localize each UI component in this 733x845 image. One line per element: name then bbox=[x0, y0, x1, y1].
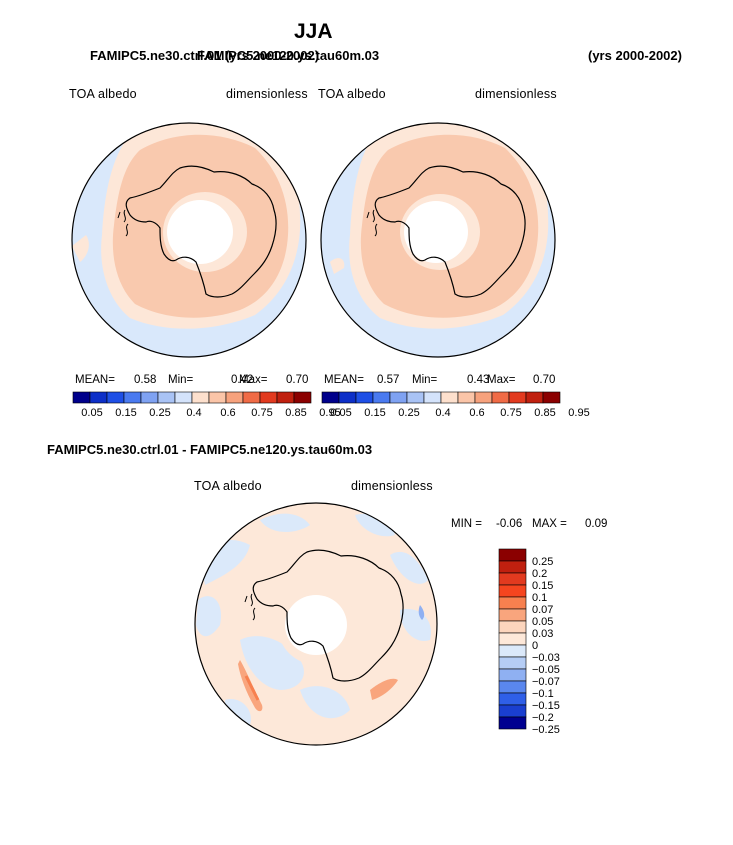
diff-colorbar-tick-label: 0.1 bbox=[532, 592, 547, 604]
left-min-label: Min= bbox=[168, 374, 194, 386]
right-max-label: Max= bbox=[487, 374, 516, 386]
right-colorbar-tick-label: 0.4 bbox=[435, 407, 450, 419]
diff-colorbar-swatch bbox=[498, 656, 527, 670]
left-units-label: dimensionless bbox=[226, 87, 308, 101]
case-years-right: (yrs 2000-2002) bbox=[588, 48, 682, 63]
right-colorbar-tick-label: 0.6 bbox=[469, 407, 484, 419]
right-colorbar-tick-label: 0.85 bbox=[534, 407, 555, 419]
right-max-value: 0.70 bbox=[533, 374, 556, 386]
right-colorbar-tick-label: 0.15 bbox=[364, 407, 385, 419]
diff-max-value: 0.09 bbox=[585, 518, 608, 530]
diff-colorbar-swatch bbox=[498, 548, 527, 562]
left-max-label: Max= bbox=[239, 374, 268, 386]
right-units-label: dimensionless bbox=[475, 87, 557, 101]
right-min-label: Min= bbox=[412, 374, 438, 386]
left-max-value: 0.70 bbox=[286, 374, 309, 386]
diff-colorbar-tick-label: 0.05 bbox=[532, 616, 553, 628]
right-min-value: 0.43 bbox=[467, 374, 490, 386]
diff-colorbar-swatch bbox=[498, 608, 527, 622]
left-colorbar-tick-label: 0.25 bbox=[149, 407, 170, 419]
diff-colorbar-tick-label: 0.15 bbox=[532, 580, 553, 592]
diff-min-label: MIN = bbox=[451, 518, 482, 530]
diff-variable-label: TOA albedo bbox=[194, 479, 262, 493]
diff-colorbar-tick-label: 0.07 bbox=[532, 604, 553, 616]
left-colorbar: 0.05 0.15 0.25 0.4 0.6 0.75 0.85 0.95 bbox=[72, 391, 341, 419]
diff-colorbar-tick-label: −0.2 bbox=[532, 712, 554, 724]
right-colorbar-tick-label: 0.05 bbox=[330, 407, 351, 419]
right-colorbar-tick-label: 0.95 bbox=[568, 407, 589, 419]
right-colorbar: 0.05 0.15 0.25 0.4 0.6 0.75 0.85 0.95 bbox=[321, 391, 590, 419]
left-colorbar-tick-label: 0.05 bbox=[81, 407, 102, 419]
diff-colorbar-swatch bbox=[498, 584, 527, 598]
right-colorbar-tick-label: 0.25 bbox=[398, 407, 419, 419]
right-variable-label: TOA albedo bbox=[318, 87, 386, 101]
diff-max-label: MAX = bbox=[532, 518, 567, 530]
left-colorbar-tick-label: 0.4 bbox=[186, 407, 201, 419]
diff-title: FAMIPC5.ne30.ctrl.01 - FAMIPC5.ne120.ys.… bbox=[47, 442, 373, 457]
diff-colorbar-swatch bbox=[498, 704, 527, 718]
diff-colorbar-swatch bbox=[498, 560, 527, 574]
diff-colorbar-tick-label: −0.07 bbox=[532, 676, 560, 688]
diff-colorbar-swatch bbox=[498, 620, 527, 634]
diff-colorbar-tick-label: −0.05 bbox=[532, 664, 560, 676]
right-colorbar-swatch bbox=[542, 391, 561, 404]
diff-colorbar-tick-label: 0.2 bbox=[532, 568, 547, 580]
case-title-overlap: FAMIPC5.ne120.ys.tau60m.03 bbox=[197, 48, 380, 63]
diff-colorbar-tick-label: 0 bbox=[532, 640, 538, 652]
diff-colorbar: 0.250.20.150.10.070.050.030−0.03−0.05−0.… bbox=[498, 548, 560, 736]
diff-colorbar-swatch bbox=[498, 692, 527, 706]
left-colorbar-tick-label: 0.75 bbox=[251, 407, 272, 419]
left-colorbar-tick-label: 0.6 bbox=[220, 407, 235, 419]
diff-colorbar-tick-label: 0.25 bbox=[532, 556, 553, 568]
diff-colorbar-tick-label: −0.03 bbox=[532, 652, 560, 664]
diff-colorbar-swatch bbox=[498, 632, 527, 646]
right-mean-value: 0.57 bbox=[377, 374, 400, 386]
left-colorbar-tick-label: 0.95 bbox=[319, 407, 340, 419]
left-colorbar-swatch bbox=[293, 391, 312, 404]
left-mean-value: 0.58 bbox=[134, 374, 157, 386]
diff-units-label: dimensionless bbox=[351, 479, 433, 493]
diff-colorbar-swatch bbox=[498, 716, 527, 730]
diff-colorbar-swatch bbox=[498, 596, 527, 610]
case-title-left: FAMIPC5.ne30.ctrl.01 (yrs 2000-2002) bbox=[90, 48, 320, 63]
diff-colorbar-swatch bbox=[498, 644, 527, 658]
left-mean-label: MEAN= bbox=[75, 374, 115, 386]
diff-colorbar-tick-label: −0.15 bbox=[532, 700, 560, 712]
left-colorbar-tick-label: 0.15 bbox=[115, 407, 136, 419]
diff-colorbar-tick-label: −0.25 bbox=[532, 724, 560, 736]
right-mean-label: MEAN= bbox=[324, 374, 364, 386]
diff-min-value: -0.06 bbox=[496, 518, 523, 530]
diff-colorbar-swatch bbox=[498, 680, 527, 694]
left-min-value: 0.42 bbox=[231, 374, 254, 386]
diff-colorbar-swatch bbox=[498, 668, 527, 682]
diff-colorbar-tick-label: 0.03 bbox=[532, 628, 553, 640]
right-colorbar-tick-label: 0.75 bbox=[500, 407, 521, 419]
left-colorbar-tick-label: 0.85 bbox=[285, 407, 306, 419]
diff-colorbar-tick-label: −0.1 bbox=[532, 688, 554, 700]
diff-colorbar-swatch bbox=[498, 572, 527, 586]
page-title: JJA bbox=[294, 20, 333, 43]
left-variable-label: TOA albedo bbox=[69, 87, 137, 101]
